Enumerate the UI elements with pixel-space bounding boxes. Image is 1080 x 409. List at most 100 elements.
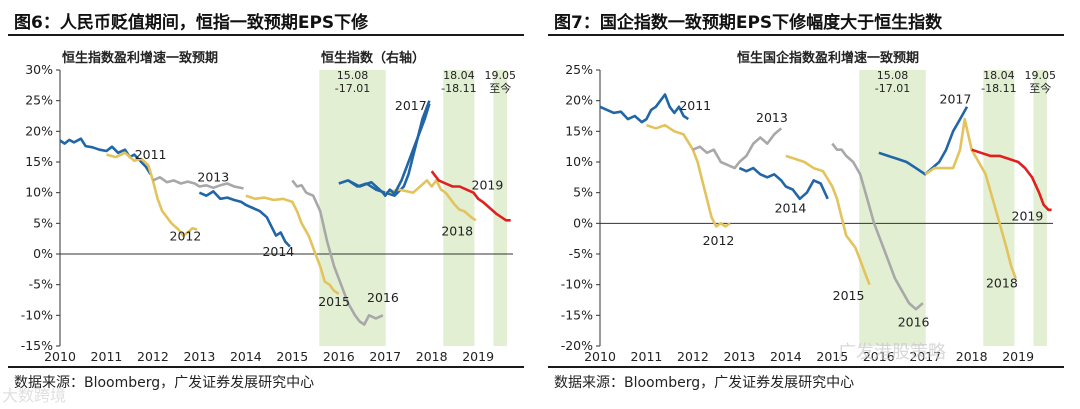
shaded-period-3 bbox=[493, 70, 507, 346]
x-tick-label: 2014 bbox=[770, 349, 802, 364]
series-label-2016: 2016 bbox=[898, 314, 930, 329]
y-tick-label: 5% bbox=[33, 215, 53, 230]
series-line-2012 bbox=[106, 151, 198, 237]
x-tick-label: 2017 bbox=[909, 349, 941, 364]
y-tick-label: 0% bbox=[573, 215, 593, 230]
series-label-2012: 2012 bbox=[170, 229, 202, 244]
y-tick-label: 20% bbox=[565, 93, 593, 108]
x-tick-label: 2012 bbox=[137, 349, 169, 364]
shaded-period-2 bbox=[983, 70, 1015, 346]
x-tick-label: 2015 bbox=[816, 349, 848, 364]
series-label-2018: 2018 bbox=[441, 224, 473, 239]
figure-7-title: 图7：国企指数一致预期EPS下修幅度大于恒生指数 bbox=[554, 13, 943, 33]
shaded-period-label-end: -17.01 bbox=[335, 82, 370, 95]
y-tick-label: 10% bbox=[25, 185, 53, 200]
y-tick-label: 25% bbox=[25, 93, 53, 108]
series-label-2011: 2011 bbox=[679, 98, 711, 113]
shaded-period-3 bbox=[1033, 70, 1047, 346]
series-label-2017: 2017 bbox=[940, 92, 972, 107]
series-line-2018 bbox=[924, 117, 1018, 279]
x-tick-label: 2011 bbox=[631, 349, 663, 364]
x-tick-label: 2014 bbox=[230, 349, 262, 364]
series-line-2016 bbox=[831, 142, 924, 311]
series-label-2017: 2017 bbox=[395, 98, 427, 113]
figure-6-title: 图6：人民币贬值期间，恒指一致预期EPS下修 bbox=[14, 13, 369, 33]
y-tick-label: 0% bbox=[33, 246, 53, 261]
figure-7-source: 数据来源：Bloomberg，广发证券发展研究中心 bbox=[554, 375, 855, 391]
figure-7-panel: 图7：国企指数一致预期EPS下修幅度大于恒生指数 15.08 -17.01 18.0… bbox=[548, 0, 1078, 409]
shaded-period-label-end: -18.11 bbox=[981, 82, 1016, 95]
series-line-2011 bbox=[59, 137, 152, 175]
watermark-left: 大数跨境 bbox=[2, 386, 67, 405]
x-tick-label: 2010 bbox=[584, 349, 616, 364]
chart-subtitle: 恒生国企指数盈利增速一致预期 bbox=[737, 50, 919, 66]
y-tick-label: -15% bbox=[21, 338, 53, 353]
shaded-period-label-start: 19.05 bbox=[1024, 69, 1056, 82]
x-tick-label: 2018 bbox=[956, 349, 988, 364]
x-tick-label: 2016 bbox=[863, 349, 895, 364]
series-label-2015: 2015 bbox=[833, 288, 865, 303]
series-label-2018: 2018 bbox=[986, 276, 1018, 291]
top-rule bbox=[8, 34, 524, 36]
series-line-2014 bbox=[198, 190, 291, 248]
series-label-2016: 2016 bbox=[367, 290, 399, 305]
series-line-2015 bbox=[245, 194, 340, 295]
series-line-2018 bbox=[384, 179, 477, 222]
hsi-index-line bbox=[347, 103, 431, 197]
watermark-right: 广发港股策略 bbox=[838, 342, 946, 363]
series-label-2019: 2019 bbox=[472, 178, 504, 193]
x-tick-label: 2016 bbox=[323, 349, 355, 364]
figure-6-panel: 图6：人民币贬值期间，恒指一致预期EPS下修 15.08 -17.01 18.04-… bbox=[8, 0, 538, 409]
series-label-2013: 2013 bbox=[197, 170, 229, 185]
x-tick-label: 2011 bbox=[91, 349, 123, 364]
series-line-2011 bbox=[599, 93, 690, 124]
bottom-rule bbox=[8, 366, 524, 368]
figure-6-source: 数据来源：Bloomberg，广发证券发展研究中心 bbox=[14, 375, 315, 391]
shaded-period-label-end: 至今 bbox=[1029, 81, 1051, 95]
y-tick-label: -10% bbox=[21, 307, 53, 322]
shaded-period-label-end: 至今 bbox=[489, 81, 511, 95]
x-tick-label: 2010 bbox=[44, 349, 76, 364]
y-tick-label: 5% bbox=[573, 185, 593, 200]
x-tick-label: 2019 bbox=[1002, 349, 1034, 364]
x-tick-label: 2018 bbox=[416, 349, 448, 364]
series-label-2019: 2019 bbox=[1012, 208, 1044, 223]
series-line-2012 bbox=[646, 123, 731, 228]
shaded-period-label-start: 18.04 bbox=[983, 69, 1015, 82]
series-label-2014: 2014 bbox=[775, 200, 807, 215]
y-tick-label: -5% bbox=[29, 277, 53, 292]
series-label-2014: 2014 bbox=[262, 244, 294, 259]
y-tick-label: -20% bbox=[561, 338, 593, 353]
shaded-period-label-end: -17.01 bbox=[875, 82, 910, 95]
series-label-2011: 2011 bbox=[135, 147, 167, 162]
shaded-period-label-start: 15.08 bbox=[337, 69, 369, 82]
y-tick-label: -15% bbox=[561, 307, 593, 322]
y-tick-label: -10% bbox=[561, 277, 593, 292]
series-line-2013 bbox=[152, 176, 244, 190]
x-tick-label: 2012 bbox=[677, 349, 709, 364]
series-line-2019 bbox=[430, 170, 511, 222]
x-tick-label: 2017 bbox=[369, 349, 401, 364]
top-rule bbox=[548, 34, 1064, 36]
y-tick-label: 15% bbox=[565, 123, 593, 138]
shaded-period-label-end: -18.11 bbox=[441, 82, 476, 95]
series-label-2012: 2012 bbox=[703, 233, 735, 248]
series-line-2016 bbox=[291, 179, 384, 326]
series-label-2015: 2015 bbox=[318, 294, 350, 309]
y-tick-label: 20% bbox=[25, 123, 53, 138]
series-line-2014 bbox=[738, 166, 829, 201]
y-tick-label: 15% bbox=[25, 154, 53, 169]
series-line-2013 bbox=[692, 127, 783, 170]
y-tick-label: 10% bbox=[565, 154, 593, 169]
series-line-2019 bbox=[971, 148, 1052, 212]
chart-subtitle-left: 恒生指数盈利增速一致预期 bbox=[62, 50, 218, 66]
shaded-period-label-start: 15.08 bbox=[877, 69, 909, 82]
y-tick-label: 25% bbox=[565, 62, 593, 77]
shaded-period-1 bbox=[319, 70, 386, 346]
x-tick-label: 2013 bbox=[723, 349, 755, 364]
x-tick-label: 2015 bbox=[276, 349, 308, 364]
series-label-2013: 2013 bbox=[756, 110, 788, 125]
y-tick-label: -5% bbox=[569, 246, 593, 261]
